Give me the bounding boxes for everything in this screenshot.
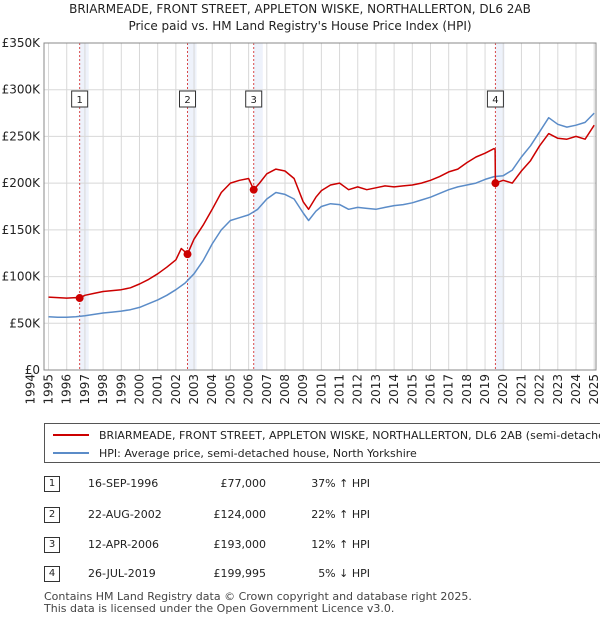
transaction-hpi-diff: 37% ↑ HPI xyxy=(311,477,370,490)
sale-point xyxy=(249,185,258,194)
x-tick-label: 1998 xyxy=(96,374,110,405)
transaction-number: 4 xyxy=(44,566,60,582)
y-tick-label: £250K xyxy=(2,129,42,143)
y-tick-label: £0 xyxy=(25,363,40,377)
transaction-price: £199,995 xyxy=(213,567,267,580)
x-tick-label: 2021 xyxy=(514,374,528,405)
sale-highlight-band xyxy=(187,43,197,370)
sale-marker-label: 1 xyxy=(76,95,82,106)
transaction-date: 22-AUG-2002 xyxy=(88,508,162,521)
legend-label-hpi: HPI: Average price, semi-detached house,… xyxy=(99,446,417,460)
sale-marker-label: 2 xyxy=(184,95,190,106)
sale-point xyxy=(75,294,84,303)
transaction-row: 1 16-SEP-1996 £77,000 37% ↑ HPI xyxy=(0,476,600,494)
y-tick-label: £50K xyxy=(9,316,41,330)
x-tick-label: 1994 xyxy=(23,374,37,405)
x-tick-label: 2016 xyxy=(423,374,437,405)
x-tick-label: 2018 xyxy=(460,374,474,405)
x-tick-label: 2014 xyxy=(387,374,401,405)
transaction-row: 2 22-AUG-2002 £124,000 22% ↑ HPI xyxy=(0,507,600,525)
transaction-number: 2 xyxy=(44,507,60,523)
sale-point xyxy=(183,250,192,259)
x-tick-label: 2019 xyxy=(478,374,492,405)
x-tick-label: 1999 xyxy=(114,374,128,405)
legend-label-property: BRIARMEADE, FRONT STREET, APPLETON WISKE… xyxy=(99,428,600,442)
transaction-price: £77,000 xyxy=(220,477,267,490)
sale-marker-box xyxy=(71,90,89,108)
transaction-row: 3 12-APR-2006 £193,000 12% ↑ HPI xyxy=(0,537,600,555)
transaction-hpi-diff: 5% ↓ HPI xyxy=(318,567,370,580)
x-tick-label: 2025 xyxy=(587,374,600,405)
sale-highlight-band xyxy=(253,43,263,370)
legend-swatch-hpi xyxy=(53,452,89,454)
x-tick-label: 2007 xyxy=(260,374,274,405)
sale-point xyxy=(491,179,500,188)
transaction-price: £193,000 xyxy=(213,538,267,551)
x-tick-label: 2001 xyxy=(151,374,165,405)
x-tick-label: 2010 xyxy=(314,374,328,405)
transaction-hpi-diff: 22% ↑ HPI xyxy=(311,508,370,521)
x-tick-label: 2023 xyxy=(551,374,565,405)
x-tick-label: 2003 xyxy=(187,374,201,405)
transaction-date: 26-JUL-2019 xyxy=(88,567,156,580)
x-tick-label: 2000 xyxy=(132,374,146,405)
sale-marker-box xyxy=(486,90,504,108)
hpi-line xyxy=(48,112,595,318)
sale-marker-box xyxy=(245,90,263,108)
x-tick-label: 2008 xyxy=(278,374,292,405)
sale-marker-label: 3 xyxy=(251,95,257,106)
price-chart: £0 £50K £100K £150K £200K £250K £300K £350K 1994… xyxy=(2,36,600,405)
x-tick-label: 2013 xyxy=(369,374,383,405)
chart-subtitle: Price paid vs. HM Land Registry's House … xyxy=(128,19,472,33)
sale-marker-box xyxy=(179,90,197,108)
transaction-price: £124,000 xyxy=(213,508,267,521)
x-tick-label: 2009 xyxy=(296,374,310,405)
y-tick-label: £350K xyxy=(2,36,42,50)
x-tick-label: 2015 xyxy=(405,374,419,405)
x-tick-label: 2024 xyxy=(569,374,583,405)
x-tick-label: 2017 xyxy=(442,374,456,405)
x-tick-label: 2006 xyxy=(242,374,256,405)
sale-highlight-band xyxy=(495,43,505,370)
y-tick-label: £300K xyxy=(2,83,42,97)
chart-legend: BRIARMEADE, FRONT STREET, APPLETON WISKE… xyxy=(44,423,600,463)
transaction-date: 12-APR-2006 xyxy=(88,538,160,551)
transaction-date: 16-SEP-1996 xyxy=(88,477,159,490)
x-tick-label: 2004 xyxy=(205,374,219,405)
y-tick-label: £200K xyxy=(2,176,42,190)
x-tick-label: 1995 xyxy=(42,374,56,405)
x-tick-label: 1996 xyxy=(60,374,74,405)
plot-border xyxy=(43,42,597,371)
legend-item-hpi: HPI: Average price, semi-detached house,… xyxy=(53,444,417,462)
legend-swatch-property xyxy=(53,434,89,436)
transaction-number: 3 xyxy=(44,537,60,553)
y-tick-label: £100K xyxy=(2,270,42,284)
x-tick-label: 2020 xyxy=(496,374,510,405)
transaction-row: 4 26-JUL-2019 £199,995 5% ↓ HPI xyxy=(0,566,600,584)
x-tick-label: 2022 xyxy=(533,374,547,405)
transaction-number: 1 xyxy=(44,476,60,492)
x-tick-label: 2002 xyxy=(169,374,183,405)
x-tick-label: 2005 xyxy=(223,374,237,405)
x-tick-label: 2011 xyxy=(333,374,347,405)
sale-highlight-band xyxy=(79,43,89,370)
legend-item-property: BRIARMEADE, FRONT STREET, APPLETON WISKE… xyxy=(53,426,600,444)
y-tick-label: £150K xyxy=(2,223,42,237)
footer-license: This data is licensed under the Open Gov… xyxy=(44,602,395,615)
x-tick-label: 2012 xyxy=(351,374,365,405)
transaction-hpi-diff: 12% ↑ HPI xyxy=(311,538,370,551)
x-tick-label: 1997 xyxy=(78,374,92,405)
sale-marker-label: 4 xyxy=(492,95,498,106)
footer-copyright: Contains HM Land Registry data © Crown c… xyxy=(44,590,472,603)
chart-title-address: BRIARMEADE, FRONT STREET, APPLETON WISKE… xyxy=(69,2,531,16)
plot-area xyxy=(44,43,596,370)
